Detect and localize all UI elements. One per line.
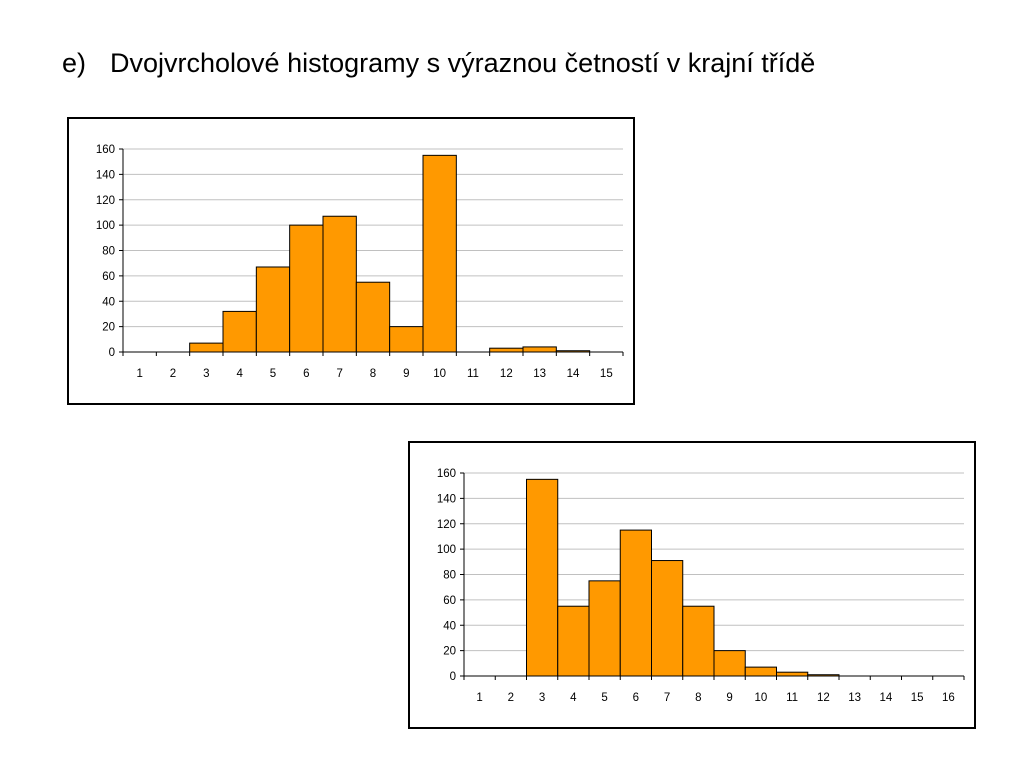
x-tick-label: 6 — [303, 368, 309, 380]
histogram-bar-10 — [744, 666, 777, 677]
x-tick-label: 13 — [533, 368, 546, 380]
y-tick-label: 100 — [96, 220, 115, 232]
histogram-bar-6 — [619, 529, 652, 677]
histogram-bar-4 — [222, 310, 257, 353]
histogram-bar-11 — [776, 671, 809, 677]
histogram-bar-9 — [389, 326, 424, 353]
x-tick-label: 7 — [664, 692, 670, 704]
x-tick-label: 13 — [848, 692, 861, 704]
x-tick-label: 10 — [433, 368, 446, 380]
y-tick-label: 20 — [102, 322, 115, 334]
histogram-bar-5 — [588, 580, 621, 677]
y-tick-label: 40 — [102, 296, 115, 308]
y-tick-label: 160 — [437, 468, 456, 480]
x-tick-label: 8 — [695, 692, 701, 704]
x-tick-label: 15 — [600, 368, 613, 380]
y-tick-label: 20 — [443, 646, 456, 658]
list-marker: e) — [62, 48, 87, 78]
y-tick-label: 140 — [437, 493, 456, 505]
histogram-bar-4 — [557, 605, 590, 677]
histogram-bar-13 — [522, 346, 557, 353]
histogram-bar-9 — [713, 650, 746, 677]
x-tick-label: 9 — [726, 692, 732, 704]
y-tick-label: 0 — [109, 347, 115, 359]
histogram-bar-7 — [651, 560, 684, 677]
page-title: e) Dvojvrcholové histogramy s výraznou če… — [62, 48, 815, 79]
page-title-text: Dvojvrcholové histogramy s výraznou četn… — [110, 48, 816, 78]
x-tick-label: 6 — [633, 692, 639, 704]
x-tick-label: 12 — [500, 368, 513, 380]
histogram-bar-7 — [322, 215, 357, 353]
y-tick-label: 60 — [102, 271, 115, 283]
histogram-bar-10 — [422, 154, 457, 353]
x-tick-label: 11 — [786, 692, 798, 704]
histogram-bar-8 — [355, 281, 391, 353]
x-tick-label: 16 — [942, 692, 955, 704]
x-tick-label: 10 — [754, 692, 767, 704]
histogram-bar-5 — [255, 266, 291, 353]
y-tick-label: 80 — [443, 570, 456, 582]
x-tick-label: 12 — [817, 692, 830, 704]
y-tick-label: 140 — [96, 169, 115, 181]
x-tick-label: 14 — [879, 692, 892, 704]
x-tick-label: 5 — [601, 692, 607, 704]
x-tick-label: 1 — [136, 368, 142, 380]
x-tick-label: 5 — [270, 368, 276, 380]
x-tick-label: 15 — [911, 692, 924, 704]
x-tick-label: 2 — [170, 368, 176, 380]
histogram-bar-8 — [682, 605, 715, 677]
y-tick-label: 40 — [443, 620, 456, 632]
y-tick-label: 60 — [443, 595, 456, 607]
histogram-chart-2: 0 20 40 60 80 100 120 140 160 1 2 3 4 5 6 7 8 9 10 11 12 13 14… — [408, 441, 976, 729]
x-tick-label: 8 — [370, 368, 376, 380]
x-tick-label: 1 — [476, 692, 482, 704]
x-tick-label: 14 — [567, 368, 580, 380]
x-tick-label: 4 — [570, 692, 577, 704]
x-tick-label: 7 — [336, 368, 342, 380]
x-tick-label: 4 — [236, 368, 243, 380]
y-tick-label: 120 — [96, 195, 115, 207]
y-tick-label: 120 — [437, 519, 456, 531]
y-tick-label: 0 — [450, 671, 456, 683]
histogram-chart-1: 0 20 40 60 80 100 120 140 160 1 2 3 4 5 6 7 8 9 10 11 12 13 14… — [67, 117, 635, 405]
histogram-bar-12 — [489, 347, 524, 353]
y-tick-label: 100 — [437, 544, 456, 556]
x-tick-label: 2 — [508, 692, 514, 704]
y-tick-label: 80 — [102, 246, 115, 258]
histogram-bar-3 — [526, 478, 559, 677]
x-tick-label: 9 — [403, 368, 409, 380]
histogram-bar-6 — [289, 224, 324, 353]
x-tick-label: 3 — [539, 692, 545, 704]
histogram-bar-3 — [189, 342, 224, 353]
x-tick-label: 3 — [203, 368, 209, 380]
y-tick-label: 160 — [96, 144, 115, 156]
x-tick-label: 11 — [467, 368, 479, 380]
